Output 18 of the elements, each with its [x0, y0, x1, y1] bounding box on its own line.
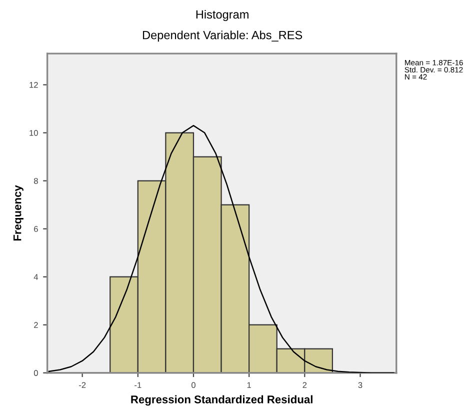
y-tick-label: 8 — [34, 178, 38, 184]
chart-title: Histogram — [196, 10, 248, 21]
chart-subtitle: Dependent Variable: Abs_RES — [142, 30, 302, 42]
y-tick-label: 0 — [34, 370, 38, 376]
y-tick-label: 4 — [34, 274, 38, 280]
y-tick-label: 2 — [34, 322, 38, 328]
x-tick-label: 1 — [247, 382, 251, 388]
y-tick-label: 10 — [30, 130, 38, 136]
y-axis-title: Frequency — [14, 185, 24, 241]
x-axis-title: Regression Standardized Residual — [131, 395, 312, 406]
y-tick-label: 12 — [30, 82, 38, 88]
x-tick-label: 3 — [358, 382, 362, 388]
x-tick-label: 0 — [191, 382, 196, 388]
x-tick-label: 2 — [302, 382, 307, 388]
line-series — [48, 124, 394, 373]
x-tick-label: -1 — [134, 382, 142, 388]
x-tick-label: -2 — [78, 382, 86, 388]
y-tick-label: 6 — [34, 226, 38, 232]
